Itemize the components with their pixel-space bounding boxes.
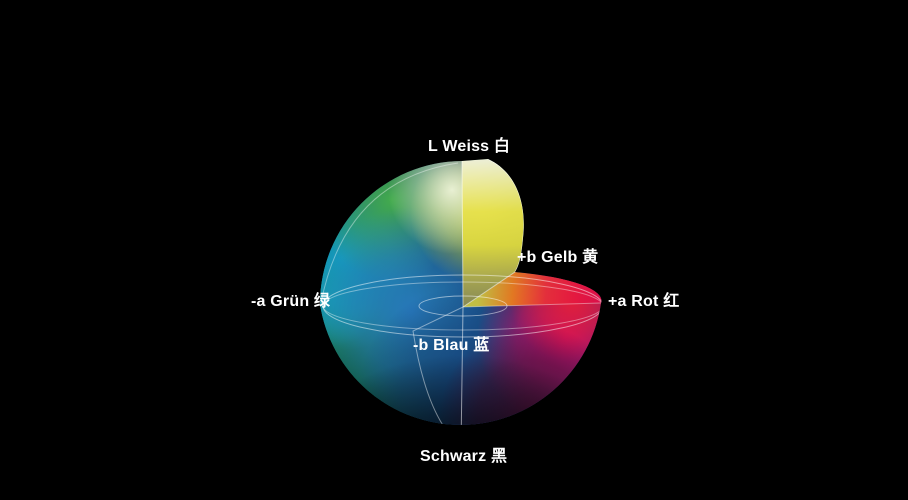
equator-gridlines xyxy=(320,159,602,425)
plus-b-radius-line xyxy=(462,271,516,308)
minus-a-meridian-line xyxy=(320,162,459,304)
label-lightness-white: L Weiss 白 xyxy=(428,138,511,155)
cut-edge-meridian-line xyxy=(487,159,525,273)
label-minus-b-blue: -b Blau 蓝 xyxy=(413,337,490,354)
label-plus-b-yellow: +b Gelb 黄 xyxy=(517,249,599,266)
label-plus-a-red: +a Rot 红 xyxy=(608,293,680,310)
minus-b-meridian-line xyxy=(412,306,464,425)
equator-wedge xyxy=(463,272,602,307)
label-black: Schwarz 黑 xyxy=(420,448,508,465)
plus-a-radius-line xyxy=(462,302,602,308)
cut-face xyxy=(462,159,524,307)
label-minus-a-green: -a Grün 绿 xyxy=(251,293,331,310)
